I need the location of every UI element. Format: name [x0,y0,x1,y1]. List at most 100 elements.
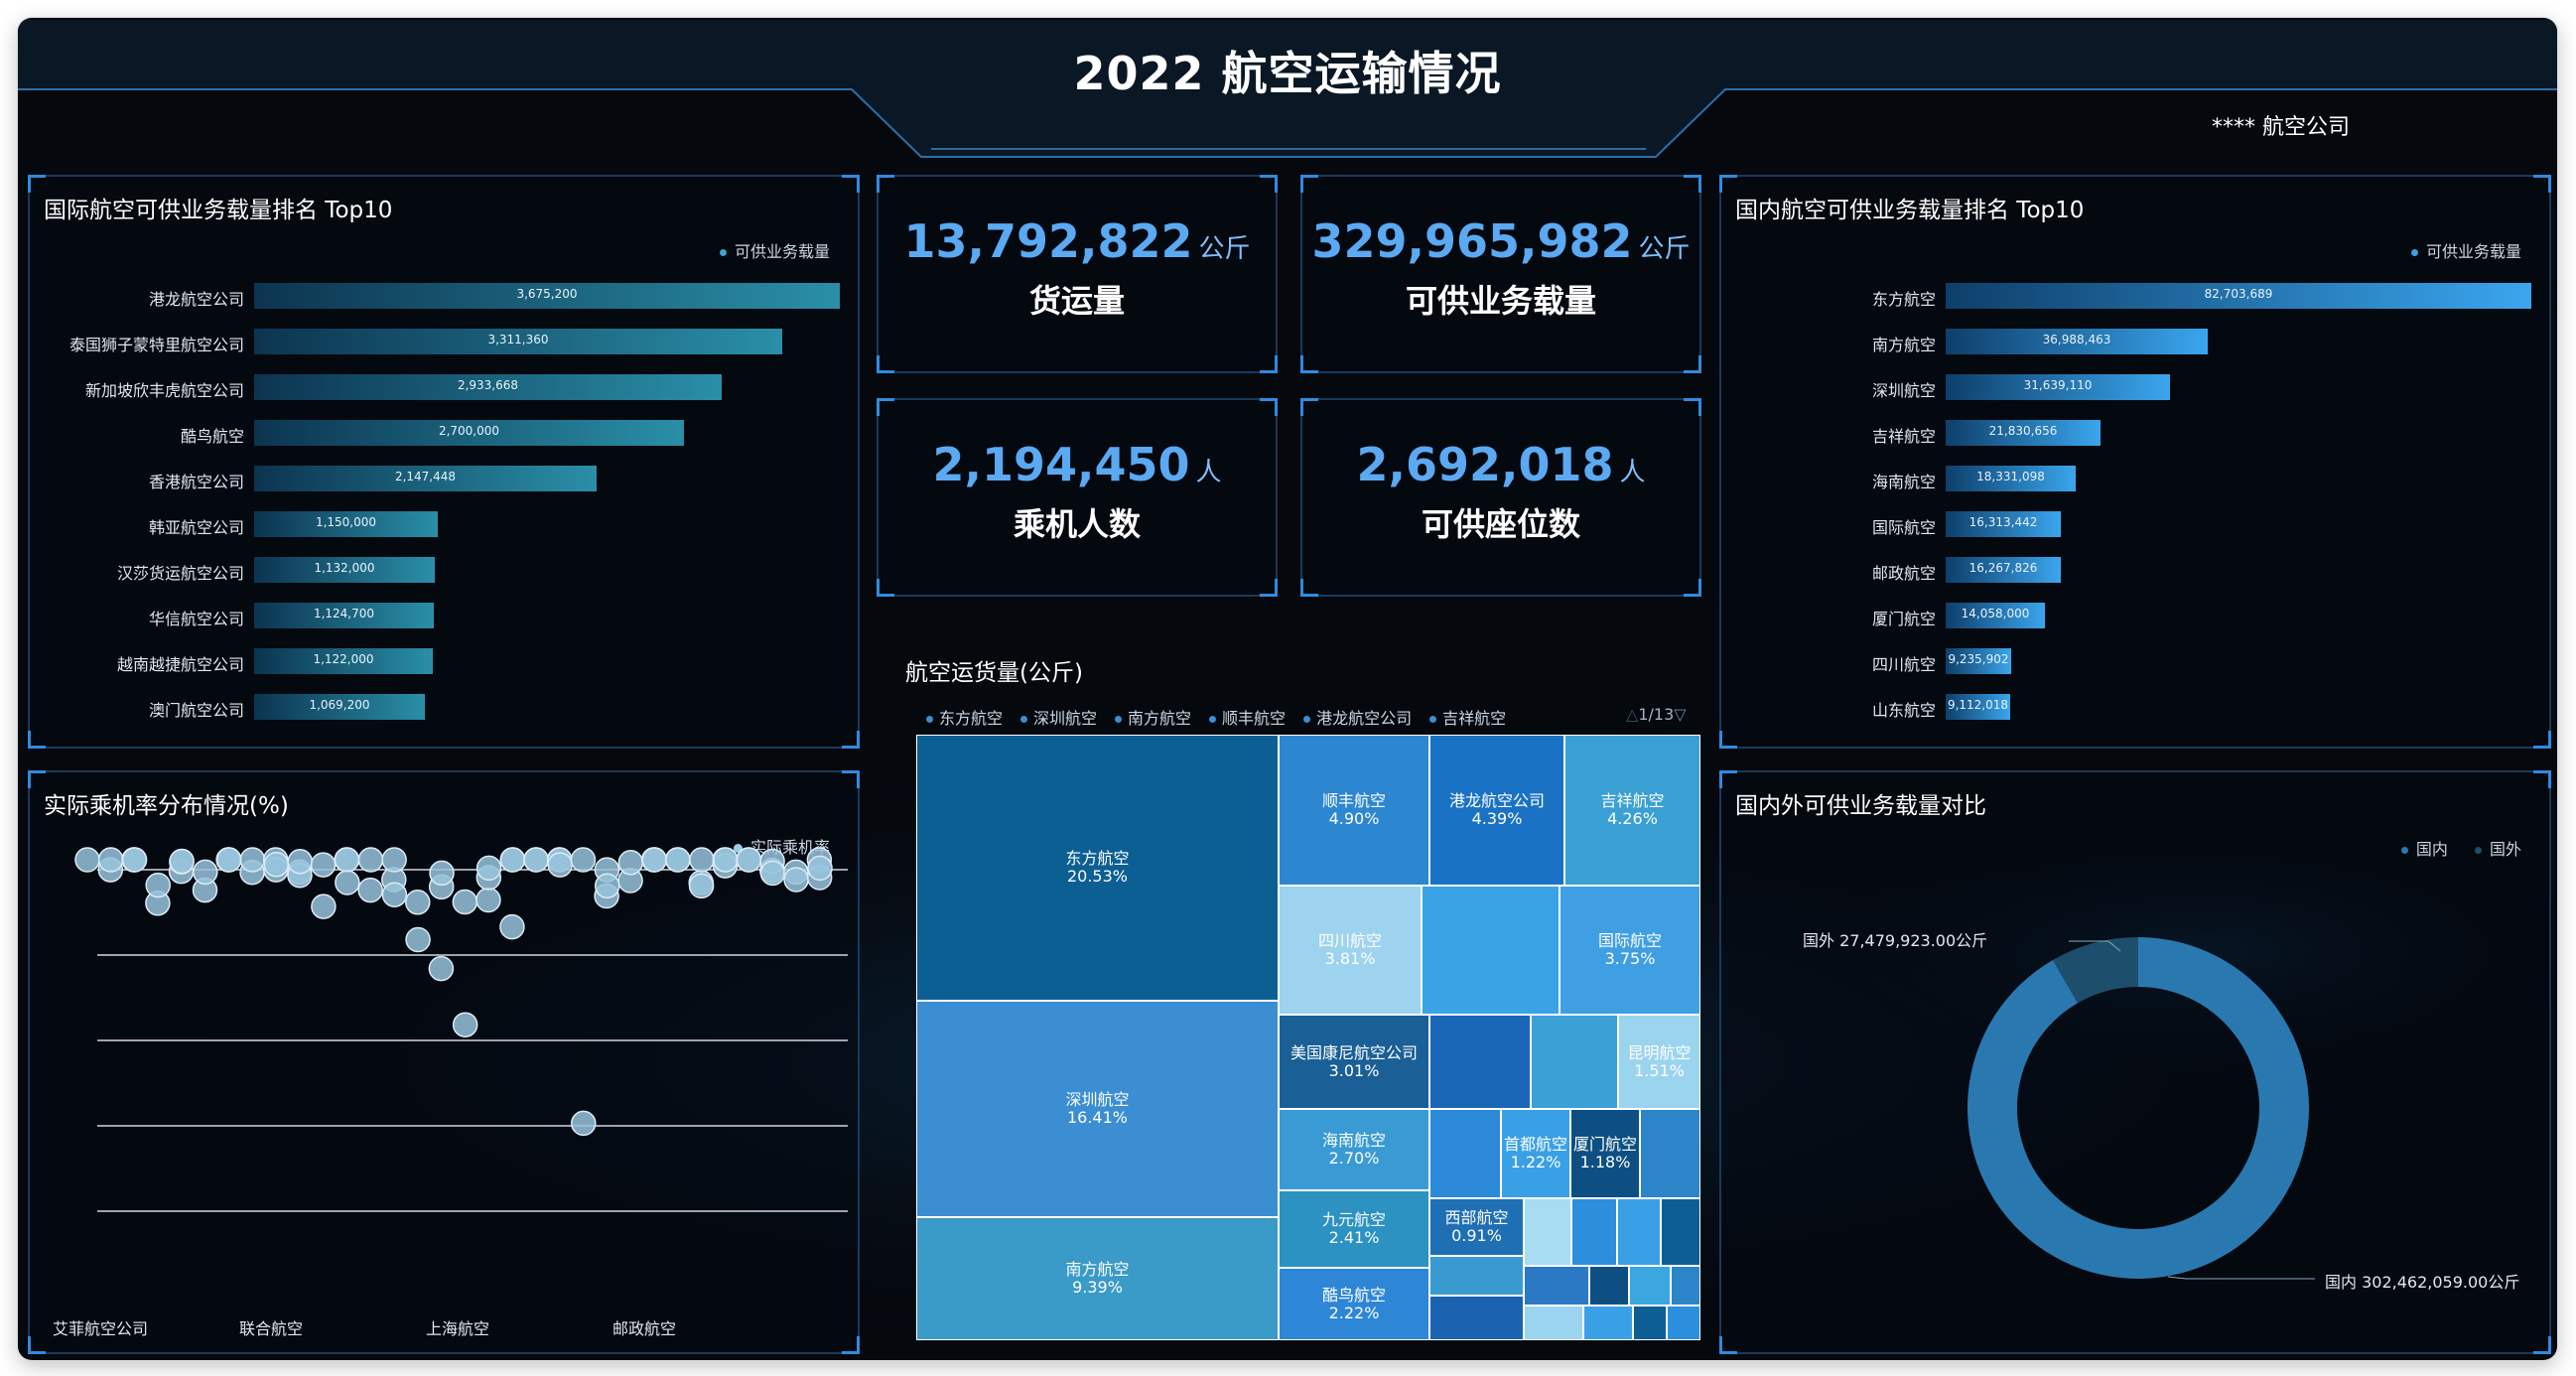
treemap-cell[interactable] [1524,1266,1589,1306]
treemap-cell[interactable] [1629,1266,1671,1306]
treemap-cell[interactable]: 顺丰航空 4.90% [1279,735,1429,886]
scatter-point[interactable] [357,877,383,903]
treemap-cell[interactable] [1422,886,1559,1015]
bar[interactable] [1946,603,2045,628]
treemap-cell[interactable] [1583,1306,1633,1340]
treemap-cell[interactable]: 东方航空 20.53% [916,735,1279,1001]
bar[interactable] [1946,329,2208,354]
scatter-point[interactable] [287,849,314,875]
scatter-point[interactable] [452,889,478,915]
treemap-cell[interactable] [1429,1256,1524,1296]
donut-slice-foreign[interactable] [2053,937,2138,1004]
donut-slice-domestic[interactable] [1967,937,2309,1279]
pager-next-icon[interactable]: ▽ [1674,705,1687,724]
scatter-point[interactable] [523,847,549,873]
treemap-cell[interactable]: 港龙航空公司 4.39% [1429,735,1564,886]
treemap-cell[interactable]: 四川航空 3.81% [1279,886,1422,1015]
treemap-cell[interactable] [1524,1198,1571,1266]
treemap-cell[interactable] [1429,1296,1524,1340]
treemap-cell[interactable] [1429,1109,1501,1198]
scatter-point[interactable] [310,852,337,878]
scatter-point[interactable] [381,847,407,873]
bar[interactable] [254,648,433,674]
scatter-point[interactable] [665,847,691,873]
scatter-point[interactable] [311,894,337,919]
treemap-cell[interactable]: 美国康尼航空公司 3.01% [1279,1015,1429,1109]
scatter-point[interactable] [405,926,431,953]
treemap-cell[interactable] [1589,1266,1629,1306]
bar[interactable] [254,603,434,628]
treemap-cell[interactable]: 厦门航空 1.18% [1570,1109,1640,1198]
bar[interactable] [1946,283,2531,309]
scatter-point[interactable] [145,872,171,898]
scatter-point[interactable] [97,847,124,873]
treemap-cell[interactable] [1617,1198,1661,1266]
treemap-cell[interactable] [1671,1266,1700,1306]
treemap-cell[interactable] [1531,1015,1618,1109]
bar[interactable] [254,374,722,400]
treemap-cell[interactable]: 酷鸟航空 2.22% [1279,1268,1429,1340]
treemap-cell[interactable] [1429,1015,1531,1109]
scatter-point[interactable] [688,873,715,899]
treemap-cell[interactable] [1661,1198,1700,1266]
scatter-point[interactable] [736,847,762,873]
scatter-point[interactable] [429,860,455,887]
scatter-point[interactable] [452,1012,478,1037]
treemap-cell[interactable]: 深圳航空 16.41% [916,1001,1279,1217]
treemap-cell[interactable] [1524,1306,1583,1340]
bar[interactable] [1946,466,2076,491]
treemap-pager[interactable]: △1/13▽ [1626,705,1687,724]
bar[interactable] [1946,420,2101,446]
pager-prev-icon[interactable]: △ [1626,705,1639,724]
bar[interactable] [254,557,435,583]
treemap-cell[interactable] [1633,1306,1667,1340]
scatter-point[interactable] [641,847,668,873]
treemap-cell[interactable]: 首都航空 1.22% [1501,1109,1570,1198]
treemap-cell[interactable]: 九元航空 2.41% [1279,1190,1429,1268]
bar[interactable] [254,511,438,537]
treemap-cell[interactable]: 昆明航空 1.51% [1618,1015,1700,1109]
bar[interactable] [254,283,840,309]
treemap-cell[interactable]: 西部航空 0.91% [1429,1198,1524,1256]
scatter-point[interactable] [571,1110,597,1137]
scatter-point[interactable] [169,848,195,875]
bar[interactable] [1946,557,2061,583]
bar[interactable] [1946,374,2170,400]
scatter-point[interactable] [357,847,384,873]
scatter-point[interactable] [263,852,290,878]
scatter-point[interactable] [405,890,431,915]
scatter-point[interactable] [193,859,218,886]
scatter-point[interactable] [335,870,360,895]
scatter-point[interactable] [121,847,148,873]
scatter-point[interactable] [594,873,620,899]
scatter-point[interactable] [713,847,739,873]
scatter-point[interactable] [689,847,715,873]
scatter-point[interactable] [215,847,242,873]
scatter-point[interactable] [428,955,455,982]
bar[interactable] [1946,694,2010,720]
bar[interactable] [1946,511,2061,537]
scatter-point[interactable] [759,860,786,887]
treemap-cell[interactable]: 国际航空 3.75% [1559,886,1700,1015]
bar[interactable] [1946,648,2011,674]
scatter-point[interactable] [499,913,525,940]
scatter-point[interactable] [74,847,100,873]
treemap-cell[interactable]: 吉祥航空 4.26% [1564,735,1700,886]
scatter-point[interactable] [547,852,573,878]
scatter-point[interactable] [807,855,833,882]
treemap-cell[interactable]: 南方航空 9.39% [916,1217,1279,1340]
scatter-point[interactable] [783,867,809,893]
treemap-cell[interactable] [1640,1109,1700,1198]
scatter-point[interactable] [475,855,502,882]
bar[interactable] [254,420,684,446]
bar[interactable] [254,694,425,720]
scatter-point[interactable] [239,847,266,873]
scatter-point[interactable] [475,887,501,913]
bar[interactable] [254,466,597,491]
scatter-point[interactable] [570,847,597,873]
treemap-cell[interactable]: 海南航空 2.70% [1279,1109,1429,1190]
scatter-point[interactable] [334,847,360,873]
scatter-point[interactable] [381,882,408,907]
scatter-point[interactable] [499,847,526,873]
treemap-cell[interactable] [1667,1306,1700,1340]
